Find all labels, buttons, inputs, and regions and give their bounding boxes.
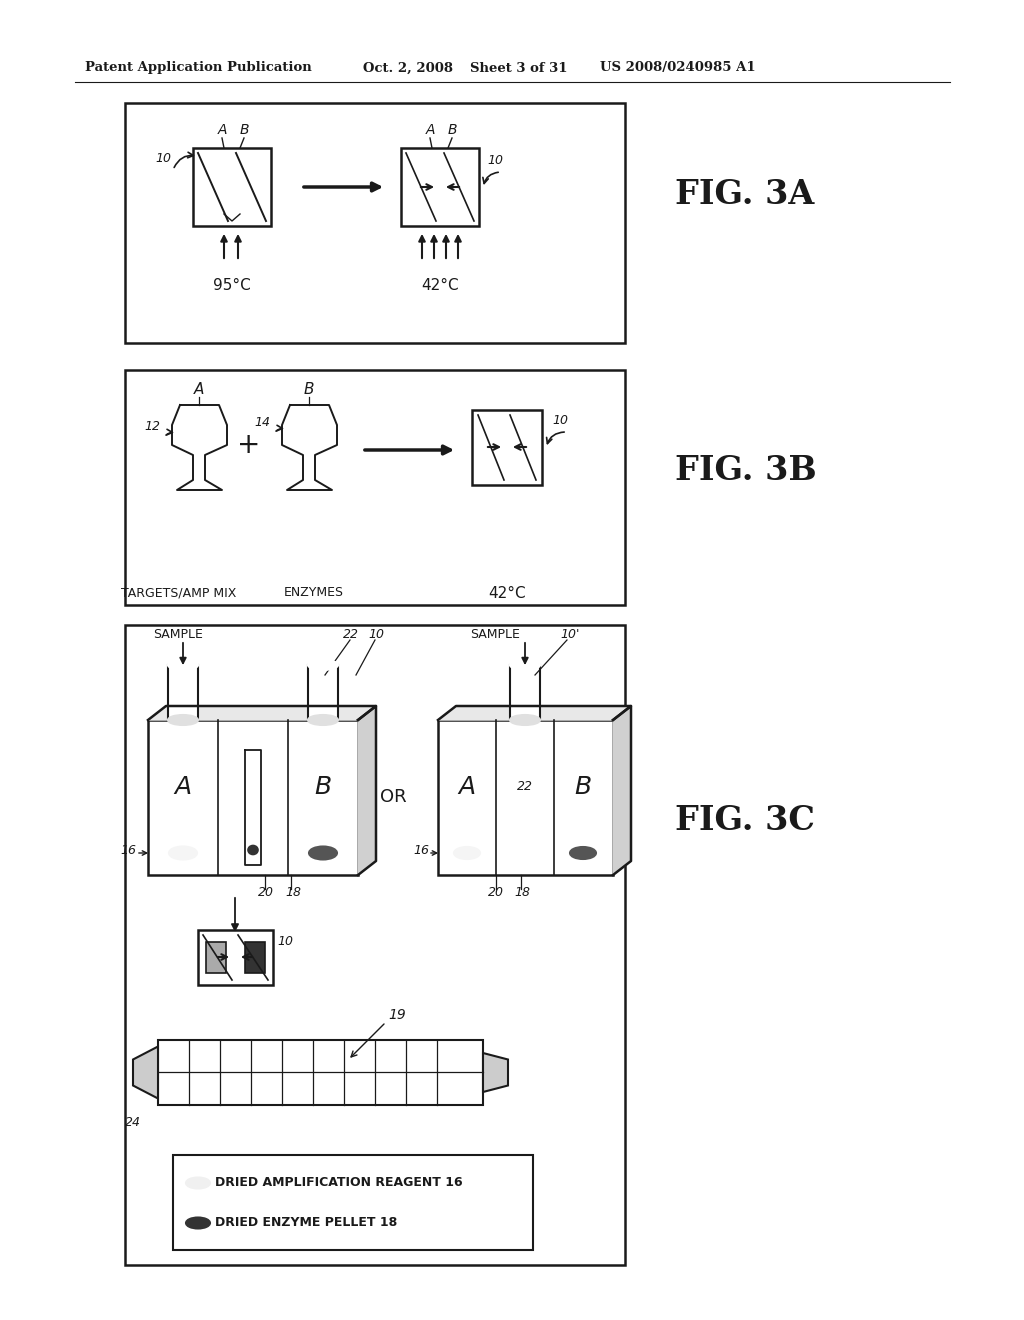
Text: A: A [217,123,226,137]
Ellipse shape [168,660,198,671]
Text: US 2008/0240985 A1: US 2008/0240985 A1 [600,62,756,74]
Bar [173,1155,534,1250]
Text: A: A [194,383,204,397]
Bar [401,148,479,226]
Ellipse shape [169,846,197,859]
Text: B: B [240,123,249,137]
Text: A: A [174,775,191,799]
Bar [158,1040,483,1105]
Ellipse shape [168,715,198,725]
Text: SAMPLE: SAMPLE [470,628,520,642]
Bar [125,370,625,605]
Bar [472,411,542,484]
Polygon shape [133,1047,158,1098]
Text: 10: 10 [278,935,293,948]
Ellipse shape [186,1217,210,1229]
Bar [193,148,271,226]
Text: 42°C: 42°C [488,586,525,601]
Text: OR: OR [380,788,407,807]
Ellipse shape [570,847,596,859]
Bar [308,665,338,719]
Text: B: B [314,775,332,799]
Bar [510,665,540,719]
Text: ENZYMES: ENZYMES [284,586,344,599]
Bar [148,719,358,875]
Ellipse shape [308,715,338,725]
Polygon shape [358,706,376,875]
Text: 10: 10 [368,628,384,642]
Text: 22: 22 [517,780,534,793]
Text: 24: 24 [125,1117,141,1130]
Text: DRIED AMPLIFICATION REAGENT 16: DRIED AMPLIFICATION REAGENT 16 [215,1176,463,1189]
Text: 12: 12 [144,421,160,433]
Bar [125,624,625,1265]
Text: 95°C: 95°C [213,279,251,293]
Text: A: A [425,123,435,137]
Text: 18: 18 [285,887,301,899]
Bar [245,942,265,973]
FancyArrowPatch shape [166,429,172,436]
Text: FIG. 3C: FIG. 3C [675,804,815,837]
Text: Patent Application Publication: Patent Application Publication [85,62,311,74]
Polygon shape [483,1053,508,1092]
Polygon shape [148,706,376,719]
Text: B: B [574,775,592,799]
Ellipse shape [510,660,540,671]
Text: 22: 22 [343,628,359,642]
Text: B: B [447,123,457,137]
Text: +: + [238,432,261,459]
FancyArrowPatch shape [483,173,499,183]
FancyArrowPatch shape [174,152,194,168]
Text: A: A [459,775,475,799]
Text: 16: 16 [413,843,429,857]
Ellipse shape [248,846,258,854]
Ellipse shape [309,846,337,859]
Text: 10: 10 [552,413,568,426]
Text: 16: 16 [120,843,136,857]
Text: 10': 10' [560,628,580,642]
Polygon shape [438,706,631,719]
Text: 10: 10 [487,153,503,166]
Text: B: B [304,383,314,397]
Bar [438,719,613,875]
Text: 18: 18 [514,887,530,899]
Text: 42°C: 42°C [421,279,459,293]
Text: Sheet 3 of 31: Sheet 3 of 31 [470,62,567,74]
Bar [168,665,198,719]
Text: SAMPLE: SAMPLE [153,628,203,642]
Text: 20: 20 [488,887,504,899]
FancyArrowPatch shape [547,432,564,444]
Ellipse shape [510,715,540,725]
FancyArrowPatch shape [276,425,283,432]
Text: FIG. 3A: FIG. 3A [675,178,814,211]
Text: DRIED ENZYME PELLET 18: DRIED ENZYME PELLET 18 [215,1217,397,1229]
Text: TARGETS/AMP MIX: TARGETS/AMP MIX [121,586,237,599]
Text: 19: 19 [388,1008,406,1022]
Text: Oct. 2, 2008: Oct. 2, 2008 [362,62,453,74]
Polygon shape [613,706,631,875]
Bar [198,931,273,985]
Text: 14: 14 [254,417,270,429]
Bar [125,103,625,343]
Ellipse shape [308,660,338,671]
Text: 10: 10 [155,152,171,165]
Ellipse shape [186,1177,210,1188]
Bar [206,942,226,973]
Text: FIG. 3B: FIG. 3B [675,454,817,487]
Ellipse shape [454,847,480,859]
Text: 20: 20 [258,887,274,899]
